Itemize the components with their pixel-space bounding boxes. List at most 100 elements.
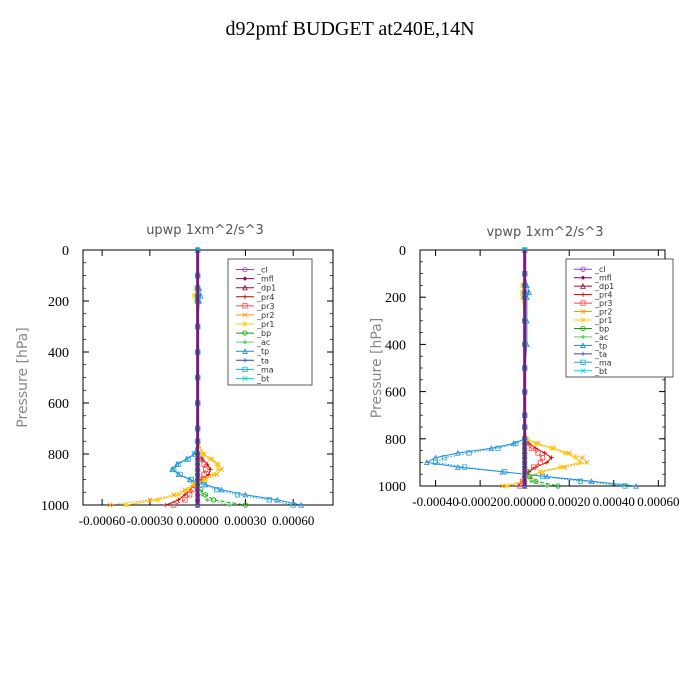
y-tick-label: 0 (399, 244, 406, 259)
legend-entry: _mfl (594, 274, 612, 283)
y-tick-label: 800 (385, 433, 406, 448)
series-point (537, 469, 543, 475)
series-point (175, 461, 182, 467)
x-tick-label: -0.00020 (457, 494, 504, 509)
legend-entry: _pr2 (256, 311, 274, 320)
series-point (211, 471, 217, 477)
panel-1: upwp 1xm^2/s^3 Pressure [hPa] 0 200 400 600 80… (15, 223, 334, 528)
series-point (185, 456, 191, 462)
series-point (539, 473, 546, 480)
series-point (155, 497, 161, 503)
y-tick-label: 200 (385, 291, 406, 306)
series-point (573, 455, 579, 461)
series-point (199, 451, 205, 457)
series-point (488, 445, 495, 451)
series-point (495, 445, 501, 451)
legend-entry: _mfl (256, 275, 274, 284)
series-point (163, 502, 169, 508)
legend-entry: _ac (594, 333, 608, 342)
series-point (524, 474, 530, 479)
legend-entry: _pr3 (256, 302, 274, 311)
series-point (577, 478, 583, 484)
legend-marker (580, 342, 586, 348)
x-tick-label: -0.00040 (412, 494, 459, 509)
series-point (171, 466, 177, 472)
panel-title: upwp 1xm^2/s^3 (146, 223, 264, 238)
series-point (466, 450, 472, 456)
series-point (201, 481, 207, 488)
series-point (214, 487, 220, 493)
series-point (548, 445, 554, 451)
series-point (549, 455, 554, 460)
legend-entry: _pr1 (594, 316, 612, 325)
series-point (208, 467, 213, 472)
series-point (200, 492, 205, 497)
legend-marker (242, 358, 248, 363)
series-point (177, 471, 183, 478)
y-axis-label: Pressure [hPa] (369, 318, 385, 418)
series-point (499, 483, 505, 489)
x-tick-label: -0.00030 (127, 513, 174, 528)
y-tick-label: 1000 (41, 499, 69, 514)
legend-marker (242, 375, 248, 381)
series-point (218, 486, 225, 493)
legend-marker (242, 312, 248, 318)
legend-marker (242, 303, 248, 309)
legend-entry: _pr1 (256, 320, 274, 329)
series-point (588, 478, 595, 484)
legend-marker (580, 359, 586, 365)
series-point (123, 502, 129, 508)
series-point (242, 491, 249, 498)
series-point (529, 479, 534, 484)
series-point (210, 497, 217, 503)
legend-marker (580, 368, 586, 374)
y-tick-label: 400 (385, 338, 406, 353)
series-point (533, 446, 539, 451)
legend-entry: _ma (594, 358, 612, 367)
legend-entry: _cl (256, 266, 268, 275)
series-point (227, 502, 232, 508)
series-point (622, 483, 628, 489)
series-point (557, 464, 563, 470)
page-title: d92pmf BUDGET at240E,14N (225, 18, 475, 40)
series-point (441, 455, 448, 461)
x-tick-label: 0.00060 (272, 513, 314, 528)
series-point (544, 460, 550, 465)
legend-marker (242, 266, 248, 273)
series-point (461, 464, 468, 470)
series-point (530, 464, 537, 470)
y-tick-label: 800 (48, 448, 69, 463)
series-point (266, 497, 272, 503)
legend-marker (580, 351, 586, 357)
series-point (580, 455, 586, 461)
legend-marker (580, 283, 586, 289)
series-point (171, 502, 177, 508)
legend-entry: _pr4 (594, 291, 612, 300)
series-point (187, 492, 193, 498)
legend-marker (242, 294, 248, 299)
legend-entry: _bt (256, 374, 269, 383)
legend-entry: _ta (594, 350, 607, 359)
series-point (432, 459, 439, 466)
x-tick-label: 0.00000 (177, 513, 219, 528)
series-point (290, 502, 296, 508)
series-point (185, 487, 191, 493)
legend-entry: _tp (256, 347, 269, 356)
legend-marker (242, 276, 248, 281)
series-point (502, 469, 508, 475)
series-point (555, 483, 561, 489)
series-point (513, 440, 519, 447)
series-point (182, 497, 188, 503)
panel-title: vpwp 1xm^2/s^3 (486, 225, 603, 240)
y-axis-label: Pressure [hPa] (15, 327, 31, 427)
legend-entry: _bp (594, 324, 609, 333)
series-point (298, 501, 305, 508)
legend-entry: _ac (256, 338, 270, 347)
series-point (176, 492, 181, 498)
x-tick-label: 0.00000 (504, 494, 546, 509)
x-tick-label: 0.00030 (224, 513, 266, 528)
x-tick-label: 0.00060 (637, 494, 679, 509)
series-point (633, 482, 639, 489)
x-tick-label: 0.00040 (593, 494, 635, 509)
series-point (528, 445, 534, 451)
